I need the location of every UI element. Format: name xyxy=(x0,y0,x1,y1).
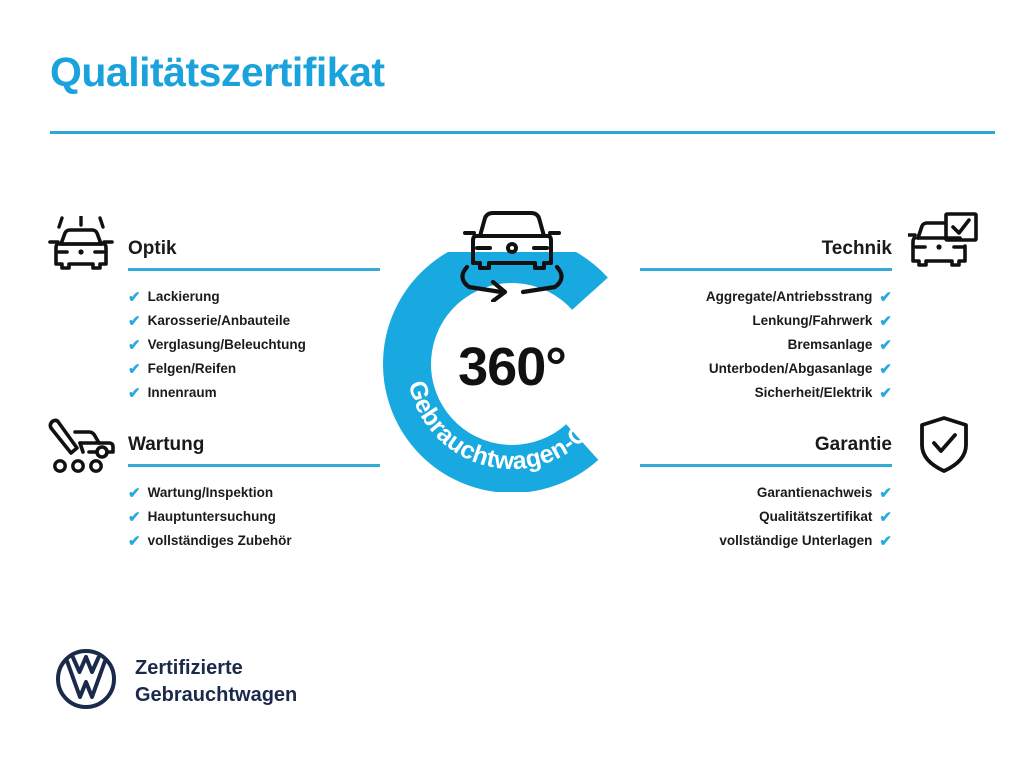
check-icon: ✔ xyxy=(128,288,141,306)
section-list-garantie: Garantienachweis ✔ Qualitätszertifikat ✔… xyxy=(640,481,892,553)
section-title-garantie: Garantie xyxy=(814,434,892,455)
list-item-label: Innenraum xyxy=(147,385,217,400)
list-item-label: vollständige Unterlagen xyxy=(719,533,873,548)
list-item: Aggregate/Antriebsstrang ✔ xyxy=(640,285,892,309)
list-item: Lenkung/Fahrwerk ✔ xyxy=(640,309,892,333)
check-icon: ✔ xyxy=(879,360,892,378)
list-item: ✔ Hauptuntersuchung xyxy=(128,505,380,529)
check-icon: ✔ xyxy=(879,532,892,550)
list-item: ✔ Felgen/Reifen xyxy=(128,357,380,381)
car-rotate-icon xyxy=(449,198,575,304)
check-icon: ✔ xyxy=(879,484,892,502)
list-item-label: Aggregate/Antriebsstrang xyxy=(705,289,873,304)
section-underline-technik xyxy=(640,268,892,271)
list-item-label: Verglasung/Beleuchtung xyxy=(147,337,306,352)
shield-check-icon xyxy=(917,415,971,480)
list-item-label: Wartung/Inspektion xyxy=(147,485,274,500)
check-icon: ✔ xyxy=(128,384,141,402)
list-item: vollständige Unterlagen ✔ xyxy=(640,529,892,553)
check-icon: ✔ xyxy=(128,508,141,526)
list-item-label: Unterboden/Abgasanlage xyxy=(708,361,873,376)
check-icon: ✔ xyxy=(879,508,892,526)
list-item-label: Qualitätszertifikat xyxy=(759,509,873,524)
section-title-optik: Optik xyxy=(128,238,177,259)
vw-lockup: Zertifizierte Gebrauchtwagen xyxy=(55,648,297,715)
list-item: Garantienachweis ✔ xyxy=(640,481,892,505)
check-icon: ✔ xyxy=(879,288,892,306)
badge-ring xyxy=(383,235,608,493)
list-item-label: Felgen/Reifen xyxy=(147,361,237,376)
list-item-label: Bremsanlage xyxy=(787,337,873,352)
list-item: ✔ Lackierung xyxy=(128,285,380,309)
list-item-label: Garantienachweis xyxy=(756,485,873,500)
section-garantie: Garantie Garantienachweis ✔ Qualitätszer… xyxy=(640,432,892,553)
vw-line-2: Gebrauchtwagen xyxy=(135,683,298,706)
check-icon: ✔ xyxy=(128,360,141,378)
check-icon: ✔ xyxy=(879,384,892,402)
check-icon: ✔ xyxy=(128,336,141,354)
section-title-technik: Technik xyxy=(821,238,892,259)
check-icon: ✔ xyxy=(879,312,892,330)
section-underline-wartung xyxy=(128,464,380,467)
list-item: ✔ Karosserie/Anbauteile xyxy=(128,309,380,333)
list-item-label: vollständiges Zubehör xyxy=(147,533,292,548)
wrench-car-icon xyxy=(47,418,117,479)
section-list-technik: Aggregate/Antriebsstrang ✔ Lenkung/Fahrw… xyxy=(640,285,892,405)
section-wartung: Wartung ✔ Wartung/Inspektion ✔ Hauptunte… xyxy=(128,432,380,553)
360-check-badge: Gebrauchtwagen-Check xyxy=(379,235,645,493)
section-title-wartung: Wartung xyxy=(128,434,205,455)
badge-degrees: 360° xyxy=(458,337,567,397)
section-list-wartung: ✔ Wartung/Inspektion ✔ Hauptuntersuchung… xyxy=(128,481,380,553)
list-item: ✔ Wartung/Inspektion xyxy=(128,481,380,505)
check-icon: ✔ xyxy=(128,312,141,330)
list-item: ✔ Verglasung/Beleuchtung xyxy=(128,333,380,357)
list-item-label: Hauptuntersuchung xyxy=(147,509,276,524)
section-optik: Optik ✔ Lackierung ✔ Karosserie/Anbautei… xyxy=(128,236,380,405)
vw-lockup-text: Zertifizierte Gebrauchtwagen xyxy=(135,655,297,709)
vw-logo xyxy=(55,648,117,715)
title-divider xyxy=(50,131,995,134)
list-item: Unterboden/Abgasanlage ✔ xyxy=(640,357,892,381)
list-item-label: Karosserie/Anbauteile xyxy=(147,313,291,328)
check-icon: ✔ xyxy=(879,336,892,354)
check-icon: ✔ xyxy=(128,532,141,550)
list-item: Qualitätszertifikat ✔ xyxy=(640,505,892,529)
section-list-optik: ✔ Lackierung ✔ Karosserie/Anbauteile ✔ V… xyxy=(128,285,380,405)
car-polish-icon xyxy=(48,214,114,281)
list-item: ✔ vollständiges Zubehör xyxy=(128,529,380,553)
list-item-label: Lenkung/Fahrwerk xyxy=(752,313,873,328)
check-icon: ✔ xyxy=(128,484,141,502)
car-checkbox-icon xyxy=(906,212,978,279)
list-item: ✔ Innenraum xyxy=(128,381,380,405)
list-item-label: Sicherheit/Elektrik xyxy=(754,385,873,400)
section-technik: Technik Aggregate/Antriebsstrang ✔ Lenku… xyxy=(640,236,892,405)
page-title: Qualitätszertifikat xyxy=(50,49,385,95)
list-item-label: Lackierung xyxy=(147,289,220,304)
list-item: Bremsanlage ✔ xyxy=(640,333,892,357)
vw-line-1: Zertifizierte xyxy=(135,656,243,679)
section-underline-optik xyxy=(128,268,380,271)
section-underline-garantie xyxy=(640,464,892,467)
list-item: Sicherheit/Elektrik ✔ xyxy=(640,381,892,405)
